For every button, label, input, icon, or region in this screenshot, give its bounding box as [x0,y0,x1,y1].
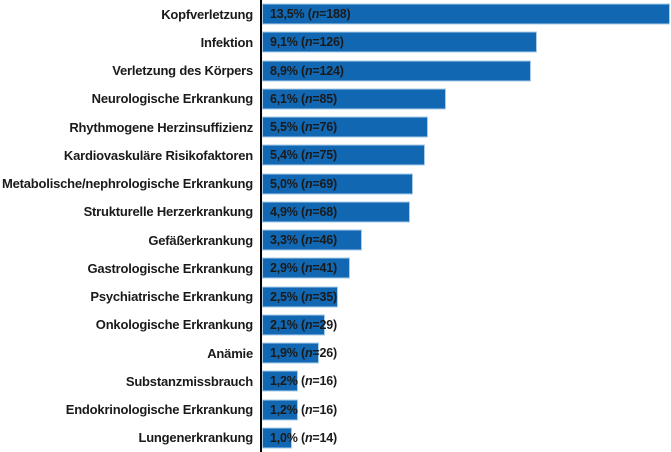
chart-row: Kardiovaskuläre Risikofaktoren 5,4% (n=75… [0,141,671,169]
bar [262,31,537,53]
plot-area: 13,5% (n=188) [262,0,671,28]
bar [262,342,320,364]
category-label: Anämie [207,345,253,361]
plot-area: 2,9% (n=41) [262,254,671,282]
plot-area: 6,1% (n=85) [262,85,671,113]
plot-area: 1,2% (n=16) [262,367,671,395]
bar [262,116,429,138]
value-label: 1,0% (n=14) [270,430,337,445]
bar [262,144,426,166]
category-label: Endokrinologische Erkrankung [65,402,253,418]
value-label: 13,5% (n=188) [270,7,351,22]
plot-area: 4,9% (n=68) [262,198,671,226]
value-label: 8,9% (n=124) [270,63,344,78]
category-label: Gefäßerkrankung [148,232,253,248]
category-label: Lungenerkrankung [138,430,253,446]
category-label: Gastrologische Erkrankung [87,260,254,276]
category-label: Metabolische/nephrologische Erkrankung [1,176,253,192]
chart-row: Substanzmissbrauch 1,2% (n=16) [0,367,671,395]
chart-row: Anämie 1,9% (n=26) [0,339,671,367]
value-label: 1,2% (n=16) [270,402,337,417]
bar [262,3,670,25]
value-label: 2,5% (n=35) [270,289,337,304]
category-label: Kopfverletzung [161,6,253,22]
bar [262,60,531,82]
plot-area: 1,2% (n=16) [262,396,671,424]
chart-row: Infektion 9,1% (n=126) [0,28,671,56]
plot-area: 5,0% (n=69) [262,170,671,198]
plot-area: 1,9% (n=26) [262,339,671,367]
chart-row: Kopfverletzung 13,5% (n=188) [0,0,671,28]
value-label: 4,9% (n=68) [270,204,337,219]
y-axis-line [260,0,262,452]
category-label: Kardiovaskuläre Risikofaktoren [63,147,253,163]
plot-area: 5,5% (n=76) [262,113,671,141]
bar [262,314,326,336]
chart-row: Psychiatrische Erkrankung 2,5% (n=35) [0,283,671,311]
chart-row: Rhythmogene Herzinsuffizienz 5,5% (n=76) [0,113,671,141]
plot-area: 5,4% (n=75) [262,141,671,169]
chart-row: Onkologische Erkrankung 2,1% (n=29) [0,311,671,339]
chart-row: Metabolische/nephrologische Erkrankung 5,… [0,170,671,198]
chart-row: Gefäßerkrankung 3,3% (n=46) [0,226,671,254]
value-label: 1,2% (n=16) [270,374,337,389]
category-label: Onkologische Erkrankung [95,317,253,333]
value-label: 5,4% (n=75) [270,148,337,163]
plot-area: 1,0% (n=14) [262,424,671,452]
plot-area: 9,1% (n=126) [262,28,671,56]
bar [262,201,410,223]
chart-row: Endokrinologische Erkrankung 1,2% (n=16) [0,396,671,424]
chart-row: Verletzung des Körpers 8,9% (n=124) [0,57,671,85]
category-label: Substanzmissbrauch [125,373,253,389]
bar [262,229,362,251]
bar [262,173,413,195]
bar [262,257,350,279]
value-label: 5,0% (n=69) [270,176,337,191]
value-label: 6,1% (n=85) [270,91,337,106]
value-label: 3,3% (n=46) [270,233,337,248]
plot-area: 2,1% (n=29) [262,311,671,339]
plot-area: 3,3% (n=46) [262,226,671,254]
bar [262,370,299,392]
chart-row: Lungenerkrankung 1,0% (n=14) [0,424,671,452]
bar [262,88,447,110]
bar [262,399,299,421]
plot-area: 2,5% (n=35) [262,283,671,311]
bar [262,286,338,308]
category-label: Verletzung des Körpers [112,63,253,79]
value-label: 2,1% (n=29) [270,317,337,332]
value-label: 2,9% (n=41) [270,261,337,276]
category-label: Neurologische Erkrankung [91,91,254,107]
value-label: 9,1% (n=126) [270,35,344,50]
chart-row: Strukturelle Herzerkrankung 4,9% (n=68) [0,198,671,226]
plot-area: 8,9% (n=124) [262,57,671,85]
category-label: Rhythmogene Herzinsuffizienz [69,119,253,135]
bar [262,427,293,449]
value-label: 5,5% (n=76) [270,120,337,135]
value-label: 1,9% (n=26) [270,346,337,361]
chart-row: Neurologische Erkrankung 6,1% (n=85) [0,85,671,113]
chart-row: Gastrologische Erkrankung 2,9% (n=41) [0,254,671,282]
category-label: Infektion [200,34,254,50]
category-label: Psychiatrische Erkrankung [90,289,253,305]
category-label: Strukturelle Herzerkrankung [83,204,254,220]
